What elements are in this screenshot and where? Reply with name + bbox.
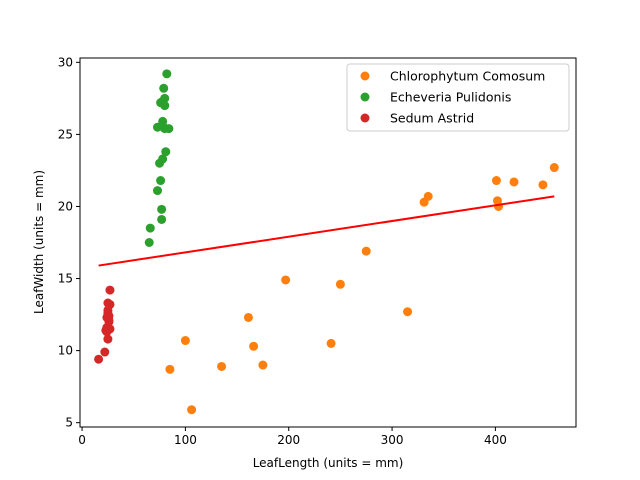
data-point [217,361,227,371]
data-point [180,336,190,346]
data-point [105,324,115,334]
data-point [403,307,413,317]
data-point [281,275,291,285]
data-point [165,364,175,374]
legend: Chlorophytum Comosum Echeveria Pulidonis S… [346,63,570,132]
x-axis-label: LeafLength (units = mm) [253,456,404,470]
data-point [243,312,253,322]
x-tick-label: 0 [78,433,86,447]
legend-marker [360,92,370,102]
data-point [157,204,167,214]
data-point [326,338,336,348]
data-point [153,186,162,196]
data-point [549,163,559,173]
data-point [102,312,112,322]
data-point [94,354,104,364]
data-point [161,147,171,157]
legend-marker [360,71,370,81]
y-tick-label: 20 [58,199,73,213]
data-point [187,405,197,415]
y-tick-label: 25 [58,127,73,141]
data-point [156,176,166,186]
y-tick-label: 30 [58,55,73,69]
data-point [105,299,115,309]
data-point [162,69,172,79]
plot-frame [79,57,577,428]
data-point [249,341,259,351]
data-point [100,347,110,357]
y-tick-label: 10 [58,344,73,358]
legend-label: Echeveria Pulidonis [390,90,511,105]
y-tick-label: 15 [58,272,73,286]
legend-label: Sedum Astrid [390,111,474,126]
trend-line [98,195,555,267]
data-point [423,191,433,201]
data-point [153,122,162,132]
data-point [144,238,154,247]
data-point [158,154,168,164]
series-1 [144,69,174,247]
axes: 0 100 200 300 400 5 10 15 20 25 30 [58,55,577,447]
data-point [158,96,168,106]
data-point [159,122,169,132]
data-point [491,176,501,186]
data-point [538,180,548,190]
x-tick-label: 400 [484,433,507,447]
series-0 [165,163,559,415]
data-point [361,246,371,256]
y-tick-label: 5 [65,416,73,430]
data-point [258,360,268,370]
data-point [494,201,503,211]
x-tick-label: 200 [277,433,300,447]
y-axis-label: LeafWidth (units = mm) [32,170,46,314]
data-point [335,279,345,289]
plot-area [94,69,559,415]
legend-marker [360,113,370,123]
data-point [145,223,155,233]
series-2 [94,285,115,364]
data-point [103,334,113,344]
data-point [159,83,169,93]
data-point [509,177,519,187]
x-tick-label: 300 [381,433,404,447]
x-tick-label: 100 [174,433,197,447]
data-point [105,285,115,295]
data-point [157,214,167,224]
legend-label: Chlorophytum Comosum [390,69,545,84]
legend-box [346,63,570,132]
